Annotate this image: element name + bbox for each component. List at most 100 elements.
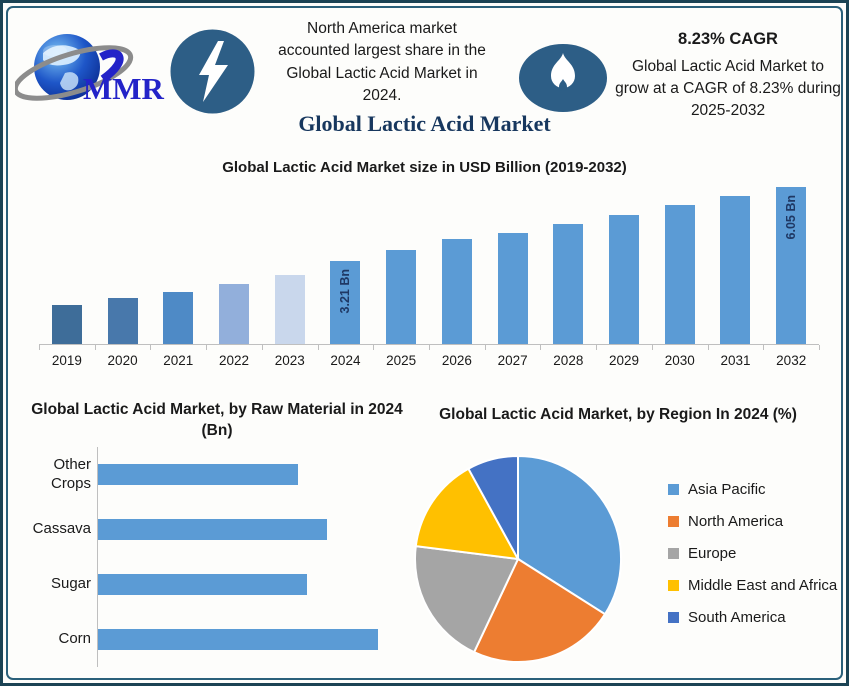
bar-slot-2023	[262, 181, 318, 344]
hbar-label: Other Crops	[50, 455, 91, 492]
cagr-block: 8.23% CAGR Global Lactic Acid Market to …	[609, 30, 846, 122]
x-tick-label-2019: 2019	[51, 353, 82, 368]
bar-slot-2020	[95, 181, 151, 344]
legend-marker	[668, 612, 679, 623]
bar-slot-2022	[206, 181, 262, 344]
legend-marker	[668, 516, 679, 527]
hbar-label: Corn	[58, 630, 91, 648]
legend-item-south-america: South America	[668, 609, 837, 626]
bar-slot-2030	[652, 181, 708, 344]
hbar-row-cassava: Cassava	[19, 502, 411, 557]
headline-line: accounted largest share in the	[278, 42, 486, 60]
bar-2026	[441, 239, 472, 344]
pie-slice-middle-east-and-africa	[414, 467, 520, 561]
legend-item-middle-east-and-africa: Middle East and Africa	[668, 577, 837, 594]
hbar-chart-plot: Other Crops Cassava Sugar Corn	[19, 447, 411, 667]
bar-2030	[664, 205, 695, 344]
bar-value-label-2032: 6.05 Bn	[784, 195, 799, 240]
legend-marker	[668, 484, 679, 495]
headline-line: North America market	[307, 20, 457, 37]
bar-2023	[274, 275, 305, 344]
headline-line: Global Lactic Acid Market in	[286, 64, 478, 82]
axis-tick	[484, 345, 486, 350]
x-tick-label-2031: 2031	[720, 353, 751, 368]
hbar-label: Sugar	[50, 575, 91, 593]
bar-chart-plot: 3.21 Bn 6.05 Bn	[39, 181, 819, 344]
axis-tick	[94, 345, 96, 350]
hbar-row-other-crops: Other Crops	[19, 447, 411, 502]
hbar-bar-other-crops	[98, 464, 298, 485]
bar-slot-2026	[429, 181, 485, 344]
bar-2031	[720, 196, 751, 344]
hbar-track	[97, 612, 411, 667]
hbar-bar-cassava	[98, 519, 327, 540]
bar-2029	[609, 215, 640, 344]
axis-tick	[317, 345, 319, 350]
legend-label: Middle East and Africa	[688, 577, 838, 594]
pie-chart-title: Global Lactic Acid Market, by Region In …	[439, 406, 797, 423]
legend-item-north-america: North America	[668, 513, 837, 530]
page-title: Global Lactic Acid Market	[298, 111, 551, 136]
pie-legend: Asia Pacific North America Europe Middle Ea…	[668, 481, 837, 626]
axis-tick	[540, 345, 542, 350]
legend-label: Asia Pacific	[688, 481, 766, 498]
legend-marker	[668, 548, 679, 559]
bar-2020	[107, 298, 138, 344]
bar-slot-2021	[150, 181, 206, 344]
axis-tick	[596, 345, 598, 350]
x-tick-label-2032: 2032	[776, 353, 807, 368]
x-tick-label-2030: 2030	[664, 353, 695, 368]
axis-tick	[150, 345, 152, 350]
axis-tick	[819, 345, 820, 350]
bar-2024: 3.21 Bn	[330, 261, 361, 344]
legend-item-asia-pacific: Asia Pacific	[668, 481, 837, 498]
cagr-line: grow at a CAGR of 8.23% during	[615, 80, 841, 97]
axis-tick	[373, 345, 375, 350]
bar-value-label-2024: 3.21 Bn	[338, 269, 353, 314]
bar-chart-x-axis	[39, 344, 820, 351]
hbar-track	[97, 502, 411, 557]
bar-slot-2029	[596, 181, 652, 344]
bar-slot-2019	[39, 181, 95, 344]
axis-tick	[261, 345, 263, 350]
bar-chart-x-labels: 2019 2020 2021 2022 2023 2024 2025 2026 2027 2028…	[39, 353, 819, 368]
hbar-bar-corn	[98, 629, 378, 650]
headline-text: North America market accounted largest s…	[251, 18, 513, 108]
bar-2021	[163, 292, 194, 344]
axis-tick	[763, 345, 765, 350]
hbar-track	[97, 557, 411, 612]
bar-2022	[219, 284, 250, 344]
bar-2025	[386, 250, 417, 344]
globe-logo: MMR	[12, 34, 165, 106]
hbar-track	[97, 447, 411, 502]
axis-tick	[429, 345, 430, 350]
x-tick-label-2024: 2024	[330, 353, 361, 368]
x-tick-label-2028: 2028	[553, 353, 584, 368]
pie-chart	[411, 452, 625, 666]
bar-slot-2025	[373, 181, 429, 344]
x-tick-label-2026: 2026	[441, 353, 472, 368]
axis-tick	[651, 345, 653, 350]
hbar-row-corn: Corn	[19, 612, 411, 667]
hbar-bar-sugar	[98, 574, 307, 595]
legend-label: South America	[688, 609, 786, 626]
x-tick-label-2022: 2022	[218, 353, 250, 368]
bar-slot-2031	[708, 181, 764, 344]
logo-text: MMR	[83, 71, 165, 106]
legend-label: North America	[688, 513, 784, 530]
bar-chart-title: Global Lactic Acid Market size in USD Bi…	[222, 159, 627, 176]
x-tick-label-2025: 2025	[386, 353, 417, 368]
axis-tick	[206, 345, 208, 350]
legend-item-europe: Europe	[668, 545, 837, 562]
bar-slot-2027	[485, 181, 541, 344]
bar-2019	[51, 305, 82, 344]
hbar-label: Cassava	[32, 520, 91, 538]
cagr-value: 8.23% CAGR	[678, 30, 778, 48]
bar-2028	[553, 224, 584, 344]
cagr-line: 2025-2032	[690, 102, 766, 119]
hbar-chart-title: Global Lactic Acid Market, by Raw Materi…	[31, 401, 403, 439]
bar-slot-2028	[540, 181, 596, 344]
headline-line: 2024.	[362, 87, 402, 105]
cagr-description: Global Lactic Acid Market to grow at a C…	[609, 56, 846, 122]
